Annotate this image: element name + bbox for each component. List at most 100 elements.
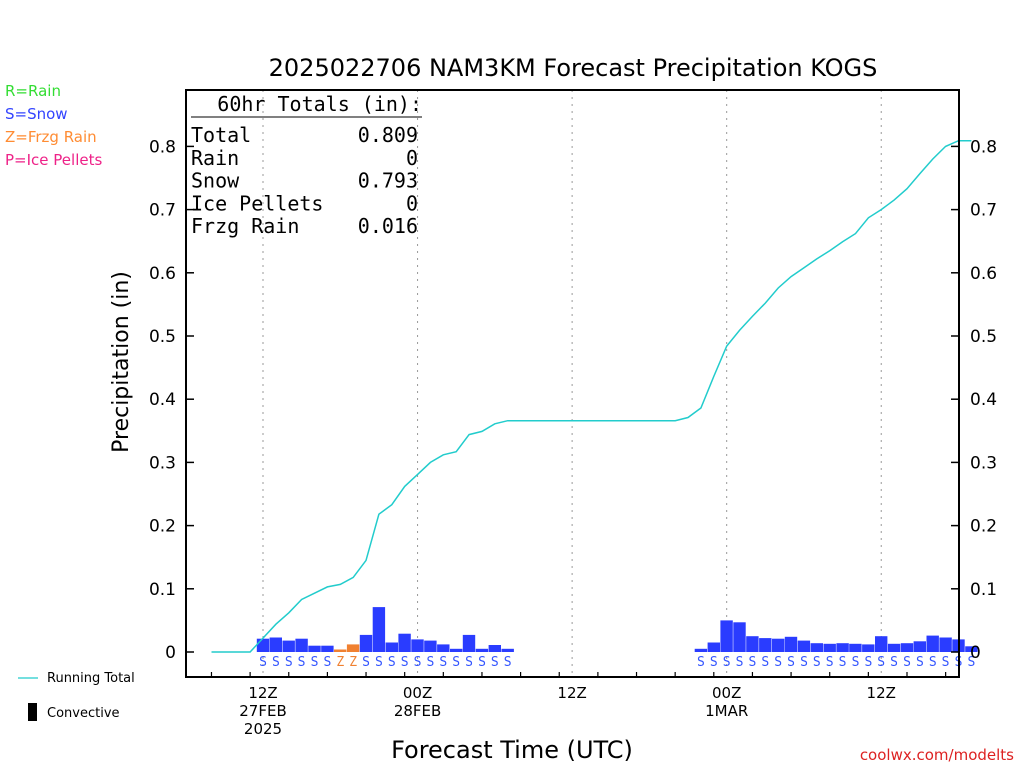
precip-bar <box>887 643 901 652</box>
totals-row-label: Snow <box>191 169 240 193</box>
precip-bar <box>733 622 746 652</box>
y-tick-label-left: 0.4 <box>149 390 176 410</box>
precip-bar <box>282 640 295 652</box>
precip-bar <box>746 636 759 652</box>
series-legend: Running Total Convective <box>18 671 135 721</box>
ptype-label: S <box>414 655 422 670</box>
ptype-label: S <box>748 655 756 670</box>
ptype-label: S <box>916 655 924 670</box>
x-tick-label: 1MAR <box>705 702 748 720</box>
ptype-label: S <box>401 655 409 670</box>
totals-box: 60hr Totals (in): Total 0.809 Rain 0 Snow 0.79… <box>191 92 422 238</box>
precip-bar <box>810 643 823 652</box>
precip-bar <box>759 638 772 652</box>
totals-row-label: Total <box>191 123 251 147</box>
legend-item: Z=Frzg Rain <box>5 128 97 146</box>
x-tick-label: 28FEB <box>394 702 441 720</box>
chart-title: 2025022706 NAM3KM Forecast Precipitation… <box>269 54 878 82</box>
precip-bar <box>450 648 463 652</box>
ptype-label: S <box>736 655 744 670</box>
precip-bar <box>346 644 360 652</box>
y-tick-label-right: 0.8 <box>970 137 997 157</box>
precip-bar <box>308 645 321 652</box>
totals-row-label: Frzg Rain <box>191 214 299 238</box>
precip-bar <box>501 648 514 652</box>
totals-row-value: 0 <box>406 191 418 215</box>
ptype-label: Z <box>336 655 344 670</box>
ptype-label: S <box>929 655 937 670</box>
precip-bar <box>694 648 708 652</box>
x-tick-label: 27FEB <box>239 702 286 720</box>
y-axis: 0 0 0.1 0.1 0.2 0.2 0.3 0.3 0.4 0.4 0.5 0.5 0.6 0.6 0.… <box>149 137 997 663</box>
precip-bar <box>913 641 926 652</box>
ptype-label: S <box>426 655 434 670</box>
totals-row-label: Ice Pellets <box>191 191 323 215</box>
precip-bar <box>823 643 836 652</box>
precip-bar <box>488 645 501 652</box>
precip-bar <box>424 640 437 652</box>
precip-bar <box>836 643 849 652</box>
precip-bar <box>295 638 308 652</box>
y-tick-label-right: 0 <box>970 643 981 663</box>
ptype-label: S <box>710 655 718 670</box>
precip-bar <box>372 607 386 652</box>
ptype-label: S <box>723 655 731 670</box>
ptype-label: S <box>890 655 898 670</box>
x-tick-label: 00Z <box>403 684 432 702</box>
ptype-label: S <box>852 655 860 670</box>
totals-header: 60hr Totals (in): <box>217 92 422 116</box>
x-tick-label: 2025 <box>244 720 282 738</box>
ptype-label: S <box>697 655 705 670</box>
ptype-label: S <box>323 655 331 670</box>
ptype-label: S <box>388 655 396 670</box>
ptype-label: S <box>967 655 975 670</box>
totals-row-value: 0.809 <box>358 123 418 147</box>
y-tick-label-left: 0.2 <box>149 517 176 537</box>
ptype-label: S <box>942 655 950 670</box>
precip-bar <box>772 638 785 652</box>
y-tick-label-right: 0.3 <box>970 453 997 473</box>
precip-bar <box>411 639 424 652</box>
precip-bar <box>385 642 398 652</box>
ptype-label: S <box>839 655 847 670</box>
ptype-label: S <box>787 655 795 670</box>
ptype-label: S <box>800 655 808 670</box>
x-tick-label: 12Z <box>248 684 277 702</box>
ptype-label: S <box>761 655 769 670</box>
legend-label: Running Total <box>47 671 135 686</box>
totals-row-value: 0 <box>406 146 418 170</box>
precip-bar <box>334 649 347 652</box>
y-tick-label-left: 0.7 <box>149 201 176 221</box>
y-tick-label-left: 0.1 <box>149 580 176 600</box>
precip-bar <box>849 643 862 652</box>
precip-bar <box>398 633 411 652</box>
ptype-label: S <box>774 655 782 670</box>
ptype-label: S <box>903 655 911 670</box>
plot-frame <box>185 89 960 678</box>
ptype-label: S <box>504 655 512 670</box>
credit-text: coolwx.com/modelts <box>860 746 1014 764</box>
y-tick-label-right: 0.7 <box>970 201 997 221</box>
y-tick-label-right: 0.1 <box>970 580 997 600</box>
legend-bar-swatch <box>28 703 37 721</box>
precip-bar <box>720 620 733 652</box>
ptype-label: S <box>259 655 267 670</box>
x-tick-label: 12Z <box>557 684 586 702</box>
precip-bar <box>321 645 334 652</box>
y-tick-label-left: 0.6 <box>149 264 176 284</box>
ptype-label: S <box>272 655 280 670</box>
precip-bar <box>900 643 914 652</box>
y-tick-label-right: 0.6 <box>970 264 997 284</box>
precip-bar <box>707 642 720 652</box>
running-total-line <box>211 139 972 653</box>
precip-bar <box>875 636 888 652</box>
y-axis-label: Precipitation (in) <box>109 271 134 453</box>
ptype-label: S <box>285 655 293 670</box>
ptype-label: S <box>439 655 447 670</box>
running-total-polyline <box>211 139 972 653</box>
x-tick-label: 12Z <box>867 684 896 702</box>
y-tick-label-left: 0.5 <box>149 327 176 347</box>
